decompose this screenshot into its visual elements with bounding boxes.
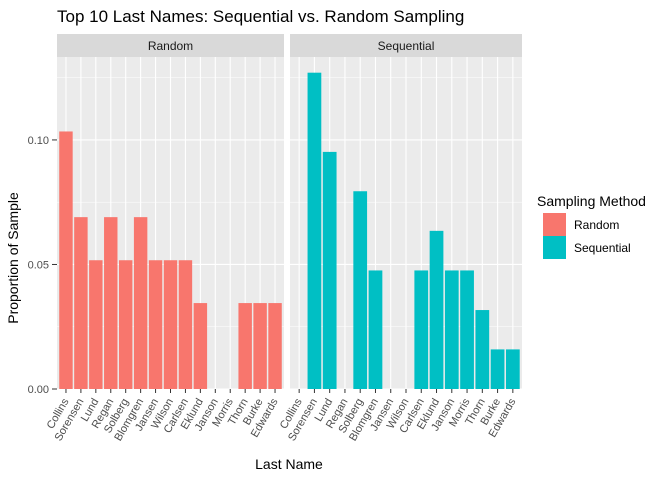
y-tick-label: 0.00 (28, 384, 49, 396)
legend-label: Random (574, 218, 619, 232)
y-tick-label: 0.05 (28, 259, 49, 271)
y-axis-title: Proportion of Sample (5, 192, 21, 324)
bar-random-burke (253, 303, 267, 389)
legend-key-sequential (543, 236, 566, 259)
chart-title: Top 10 Last Names: Sequential vs. Random… (57, 7, 464, 26)
legend-key-random (543, 213, 566, 236)
bar-random-jansen (148, 260, 163, 389)
bar-sequential-sorensen (307, 72, 322, 390)
facet-panels: 0.00 0.05 0.10RandomCollinsSorensenLundReg… (28, 34, 522, 443)
bar-random-collins (59, 131, 73, 390)
bar-random-carlsen (178, 260, 193, 389)
bar-sequential-morris (460, 270, 474, 389)
bar-random-solberg (118, 260, 133, 389)
bar-sequential-edwards (505, 349, 520, 389)
bar-random-edwards (268, 303, 282, 389)
bar-sequential-solberg (353, 191, 368, 389)
bar-sequential-burke (490, 349, 505, 389)
bar-random-lund (89, 260, 103, 389)
bar-sequential-carlsen (414, 270, 429, 389)
bar-random-wilson (163, 260, 178, 389)
facet-strip (290, 34, 522, 57)
bar-random-sorensen (74, 217, 88, 389)
bar-sequential-eklund (429, 230, 444, 389)
x-axis-title: Last Name (255, 456, 323, 472)
legend-title: Sampling Method (537, 193, 646, 209)
facet-strip-label: Random (148, 39, 193, 53)
bar-random-regan (104, 217, 118, 389)
facet-panel-random: RandomCollinsSorensenLundReganSolbergBlo… (45, 34, 284, 443)
facet-strip (57, 34, 284, 57)
bar-sequential-blomgren (368, 270, 383, 389)
bar-random-eklund (193, 303, 208, 389)
bar-random-blomgren (133, 217, 148, 389)
bar-sequential-lund (322, 151, 337, 389)
bar-sequential-janson (444, 270, 459, 389)
legend-label: Sequential (574, 241, 631, 255)
facet-strip-label: Sequential (378, 39, 435, 53)
facet-panel-sequential: SequentialCollinsSorensenLundReganSolber… (278, 34, 522, 443)
bar-sequential-thorn (475, 310, 490, 389)
y-tick-label: 0.10 (28, 135, 49, 147)
bar-random-thorn (238, 303, 252, 389)
legend: Sampling Method Random Sequential (537, 193, 646, 259)
